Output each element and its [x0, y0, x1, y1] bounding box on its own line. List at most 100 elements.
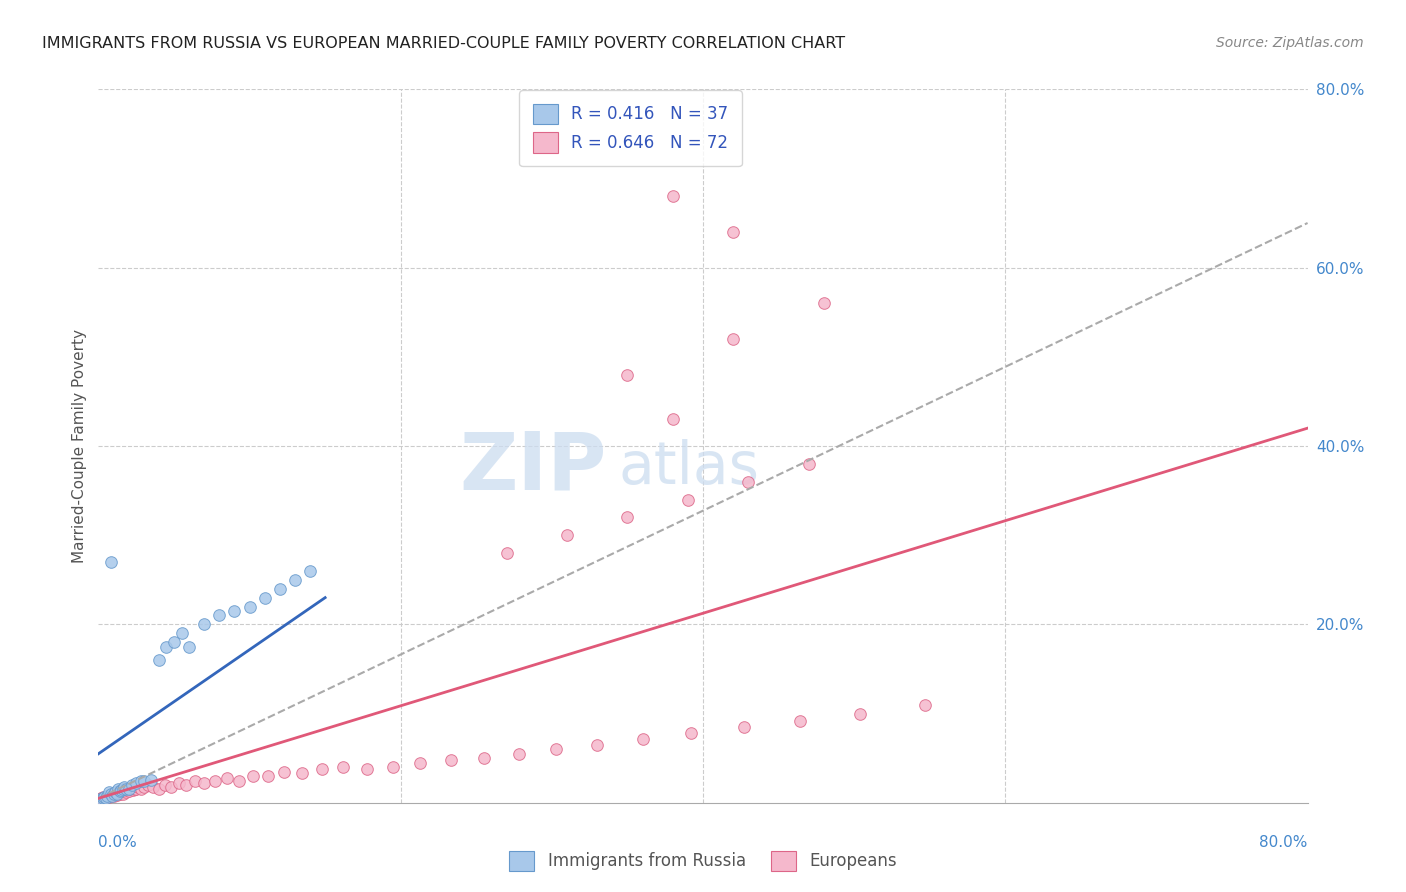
- Point: [224, 604, 246, 618]
- Point: [121, 778, 143, 792]
- Point: [103, 787, 125, 801]
- Text: 0.0%: 0.0%: [98, 836, 138, 850]
- Point: [616, 368, 638, 382]
- Point: [108, 784, 131, 798]
- Point: [508, 747, 530, 761]
- Point: [382, 760, 405, 774]
- Point: [174, 778, 197, 792]
- Point: [108, 787, 131, 801]
- Point: [122, 783, 145, 797]
- Point: [662, 189, 685, 203]
- Point: [299, 564, 322, 578]
- Point: [96, 789, 118, 803]
- Point: [228, 773, 250, 788]
- Point: [179, 640, 201, 654]
- Point: [789, 714, 811, 728]
- Point: [89, 792, 111, 806]
- Point: [91, 791, 114, 805]
- Point: [208, 608, 231, 623]
- Point: [723, 225, 745, 239]
- Point: [112, 783, 135, 797]
- Point: [239, 599, 262, 614]
- Point: [132, 773, 155, 788]
- Point: [472, 751, 495, 765]
- Point: [104, 785, 127, 799]
- Point: [101, 787, 124, 801]
- Point: [813, 296, 835, 310]
- Point: [110, 783, 132, 797]
- Point: [118, 784, 141, 798]
- Text: IMMIGRANTS FROM RUSSIA VS EUROPEAN MARRIED-COUPLE FAMILY POVERTY CORRELATION CHA: IMMIGRANTS FROM RUSSIA VS EUROPEAN MARRI…: [42, 36, 845, 51]
- Point: [439, 753, 461, 767]
- Point: [167, 776, 190, 790]
- Point: [253, 591, 276, 605]
- Text: 80.0%: 80.0%: [1260, 836, 1308, 850]
- Point: [104, 787, 127, 801]
- Point: [100, 789, 122, 803]
- Point: [311, 762, 333, 776]
- Point: [100, 787, 122, 801]
- Point: [96, 789, 118, 803]
- Point: [120, 782, 142, 797]
- Point: [204, 773, 226, 788]
- Point: [193, 617, 215, 632]
- Point: [125, 782, 148, 797]
- Point: [101, 789, 124, 803]
- Point: [273, 764, 295, 779]
- Point: [555, 528, 578, 542]
- Point: [914, 698, 936, 712]
- Point: [121, 781, 143, 796]
- Text: atlas: atlas: [619, 439, 759, 496]
- Point: [193, 776, 215, 790]
- Point: [586, 738, 609, 752]
- Point: [256, 769, 278, 783]
- Point: [269, 582, 291, 596]
- Point: [94, 791, 117, 805]
- Point: [284, 573, 307, 587]
- Point: [90, 791, 112, 805]
- Point: [94, 789, 117, 804]
- Point: [127, 780, 149, 794]
- Point: [737, 475, 759, 489]
- Legend: R = 0.416   N = 37, R = 0.646   N = 72: R = 0.416 N = 37, R = 0.646 N = 72: [519, 90, 741, 166]
- Point: [91, 790, 114, 805]
- Point: [107, 785, 129, 799]
- Point: [112, 780, 135, 794]
- Point: [105, 788, 128, 802]
- Point: [733, 720, 755, 734]
- Point: [148, 653, 170, 667]
- Point: [676, 492, 699, 507]
- Point: [148, 782, 170, 797]
- Point: [129, 774, 152, 789]
- Point: [631, 731, 654, 746]
- Point: [215, 771, 238, 785]
- Point: [100, 555, 122, 569]
- Point: [662, 412, 685, 426]
- Point: [291, 766, 314, 780]
- Point: [107, 782, 129, 797]
- Text: ZIP: ZIP: [458, 428, 606, 507]
- Point: [136, 778, 159, 792]
- Point: [93, 790, 115, 805]
- Point: [105, 787, 128, 801]
- Y-axis label: Married-Couple Family Poverty: Married-Couple Family Poverty: [72, 329, 87, 563]
- Point: [616, 510, 638, 524]
- Point: [242, 769, 264, 783]
- Legend: Immigrants from Russia, Europeans: Immigrants from Russia, Europeans: [501, 842, 905, 880]
- Point: [114, 785, 136, 799]
- Point: [849, 706, 872, 721]
- Point: [103, 789, 125, 803]
- Point: [93, 791, 115, 805]
- Point: [98, 790, 121, 805]
- Point: [132, 780, 155, 794]
- Point: [409, 756, 432, 770]
- Point: [356, 762, 378, 776]
- Point: [111, 787, 134, 801]
- Point: [679, 726, 702, 740]
- Point: [160, 780, 183, 794]
- Point: [124, 781, 146, 796]
- Point: [163, 635, 186, 649]
- Point: [110, 785, 132, 799]
- Point: [98, 785, 121, 799]
- Point: [111, 781, 134, 796]
